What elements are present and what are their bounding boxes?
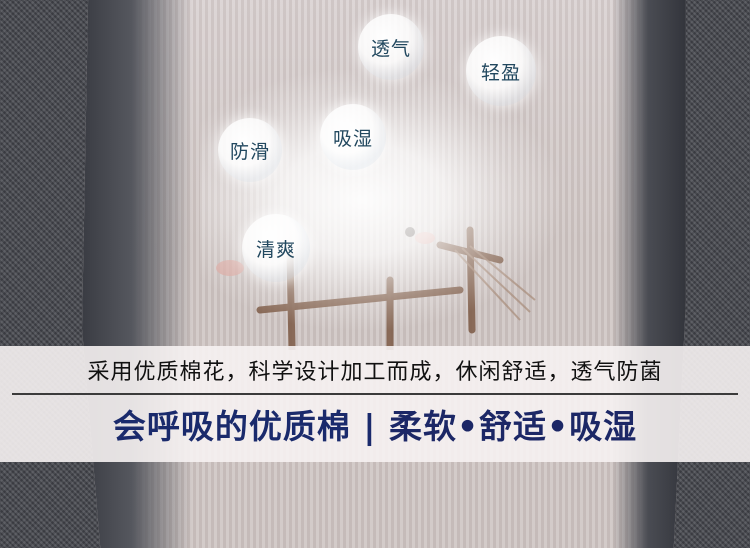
bubble-lightweight-label: 轻盈 xyxy=(480,61,521,84)
headline-main: 会呼吸的优质棉 xyxy=(112,407,351,446)
headline-separator: | xyxy=(363,407,377,446)
sock-shadow-left xyxy=(82,0,192,548)
bubble-refreshing-label: 清爽 xyxy=(255,238,296,261)
headline-tail: 柔软•舒适•吸湿 xyxy=(388,407,638,446)
bubble-anti-slip: 防滑 xyxy=(218,118,282,182)
caption-band xyxy=(0,346,750,462)
bubble-anti-slip-label: 防滑 xyxy=(229,140,270,163)
product-headline: 会呼吸的优质棉 | 柔软•舒适•吸湿 xyxy=(0,400,750,448)
bubble-absorbent: 吸湿 xyxy=(320,104,386,170)
bubble-breathable-label: 透气 xyxy=(370,37,411,60)
mist-cloud xyxy=(200,70,560,330)
bubble-breathable: 透气 xyxy=(358,14,424,80)
bubble-absorbent-label: 吸湿 xyxy=(332,127,373,150)
product-tagline: 采用优质棉花，科学设计加工而成，休闲舒适，透气防菌 xyxy=(87,360,663,385)
bubble-refreshing: 清爽 xyxy=(242,214,310,282)
bubble-lightweight: 轻盈 xyxy=(466,36,536,106)
caption-divider xyxy=(12,393,738,395)
